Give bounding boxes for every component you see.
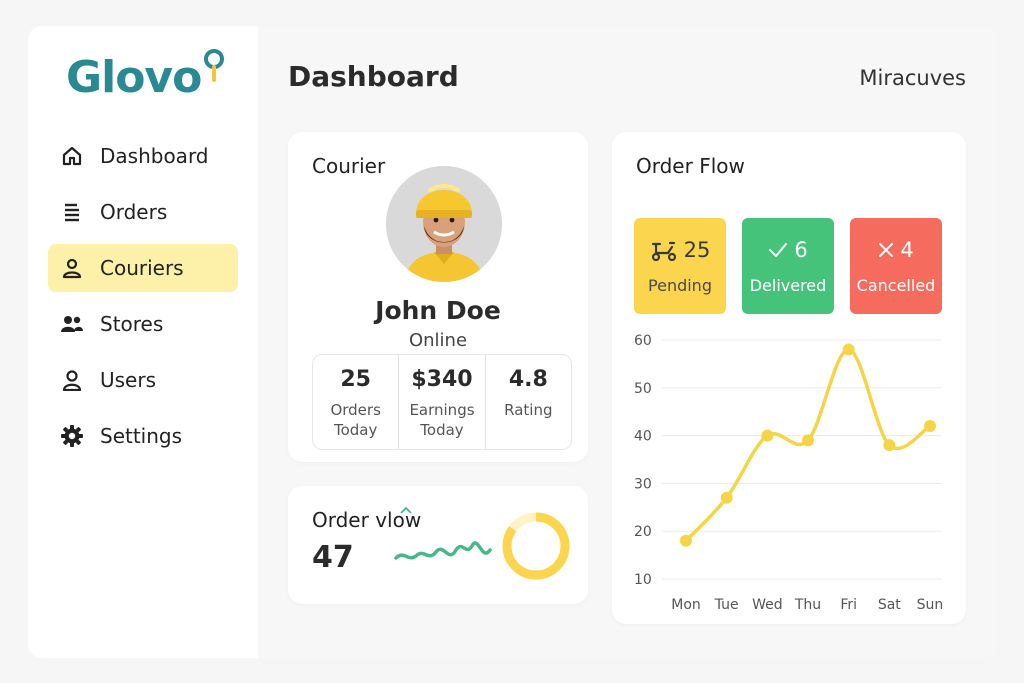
users-icon <box>60 312 84 336</box>
y-tick-label: 10 <box>634 572 652 588</box>
stat-label: Orders Today <box>313 400 398 440</box>
sidebar: Glovo Dashboard Orders <box>28 26 258 658</box>
scooter-icon <box>651 241 676 261</box>
avatar <box>386 166 502 282</box>
courier-status: Online <box>408 330 468 351</box>
card-title: Order Flow <box>636 154 745 178</box>
sidebar-item-label: Stores <box>100 312 164 336</box>
tile-label: Cancelled <box>856 276 936 295</box>
tile-count: 25 <box>683 238 711 262</box>
stat-value: 4.8 <box>508 367 548 392</box>
sidebar-item-label: Users <box>100 368 157 392</box>
list-icon <box>60 200 84 224</box>
order-vlow-card: Order vlow 47 <box>288 486 588 604</box>
sidebar-item-label: Orders <box>100 200 168 224</box>
status-tile-pending[interactable]: 25 Pending <box>634 218 726 314</box>
x-tick-label: Sat <box>878 597 901 613</box>
user-icon <box>60 368 84 392</box>
order-vlow-value: 47 <box>312 540 354 575</box>
y-tick-label: 20 <box>634 524 652 540</box>
data-point[interactable] <box>802 434 814 447</box>
courier-name: John Doe <box>375 296 501 325</box>
sidebar-item-orders[interactable]: Orders <box>48 188 238 236</box>
sparkline <box>394 541 492 560</box>
x-tick-label: Wed <box>752 597 783 613</box>
caret-up-icon <box>400 506 412 514</box>
courier-card: Courier John Doe Online <box>288 132 588 462</box>
sidebar-item-label: Settings <box>100 424 183 448</box>
tile-top: 6 <box>742 238 834 262</box>
location-pin-icon <box>204 49 225 82</box>
y-tick-label: 40 <box>634 429 652 445</box>
tile-top: 25 <box>634 238 726 262</box>
tile-count: 6 <box>794 238 808 262</box>
sidebar-item-label: Dashboard <box>100 144 209 168</box>
gear-icon <box>60 424 84 448</box>
user-account-name[interactable]: Miracuves <box>859 66 966 90</box>
stat-label-line: Today <box>333 421 378 439</box>
stat-label: Earnings Today <box>399 400 484 440</box>
x-tick-label: Sun <box>917 597 944 613</box>
y-tick-label: 50 <box>634 381 652 397</box>
x-tick-label: Fri <box>840 597 857 613</box>
x-tick-label: Thu <box>794 597 821 613</box>
x-tick-label: Mon <box>671 597 701 613</box>
close-icon <box>879 243 894 257</box>
data-point[interactable] <box>924 420 936 433</box>
sidebar-item-users[interactable]: Users <box>48 356 238 404</box>
tile-label: Delivered <box>749 276 827 295</box>
glovo-logo[interactable]: Glovo <box>66 49 225 103</box>
data-point[interactable] <box>761 429 774 442</box>
status-tile-delivered[interactable]: 6 Delivered <box>742 218 834 314</box>
sidebar-nav: Dashboard Orders Couriers Stores <box>48 132 238 468</box>
y-tick-label: 30 <box>634 476 652 492</box>
progress-ring <box>502 512 570 580</box>
main-content: Dashboard Miracuves Courier <box>258 26 998 658</box>
stat-orders-today: 25 Orders Today <box>313 355 400 449</box>
tile-label: Pending <box>648 276 712 295</box>
page-title: Dashboard <box>288 60 459 93</box>
user-icon <box>60 256 84 280</box>
sidebar-item-label: Couriers <box>100 256 184 280</box>
courier-photo <box>386 166 502 282</box>
data-point[interactable] <box>680 534 692 547</box>
sidebar-item-settings[interactable]: Settings <box>48 412 238 460</box>
sidebar-item-dashboard[interactable]: Dashboard <box>48 132 238 180</box>
stat-value: $340 <box>411 367 473 392</box>
sidebar-item-stores[interactable]: Stores <box>48 300 238 348</box>
stat-label-line: Earnings <box>409 401 475 419</box>
order-flow-line-chart: 60 50 40 30 20 10 Mon Tue Wed Thu Fri Sat Sun <box>634 333 944 613</box>
stat-earnings-today: $340 Earnings Today <box>399 355 486 449</box>
tile-count: 4 <box>900 238 914 262</box>
data-point[interactable] <box>720 491 733 504</box>
stat-value: 25 <box>340 367 371 392</box>
stat-label-line: Today <box>420 421 464 439</box>
progress-ring-fill <box>502 512 570 580</box>
stat-label-line: Rating <box>504 401 553 419</box>
tile-top: 4 <box>850 238 942 262</box>
y-tick-label: 60 <box>634 333 652 349</box>
stat-label-line: Orders <box>330 401 381 419</box>
stat-label: Rating <box>486 400 571 420</box>
sidebar-item-couriers[interactable]: Couriers <box>48 244 238 292</box>
order-flow-card: Order Flow 25 Pend <box>612 132 966 624</box>
card-title: Courier <box>312 154 386 178</box>
stat-rating: 4.8 Rating <box>486 355 571 449</box>
check-icon <box>769 243 788 257</box>
home-icon <box>60 144 84 168</box>
status-tile-cancelled[interactable]: 4 Cancelled <box>850 218 942 314</box>
courier-stats: 25 Orders Today $340 Earnings Today 4.8 <box>312 354 572 450</box>
logo-text: Glovo <box>66 52 202 103</box>
data-point[interactable] <box>883 439 896 452</box>
x-tick-label: Tue <box>714 597 739 613</box>
data-point[interactable] <box>842 343 855 356</box>
